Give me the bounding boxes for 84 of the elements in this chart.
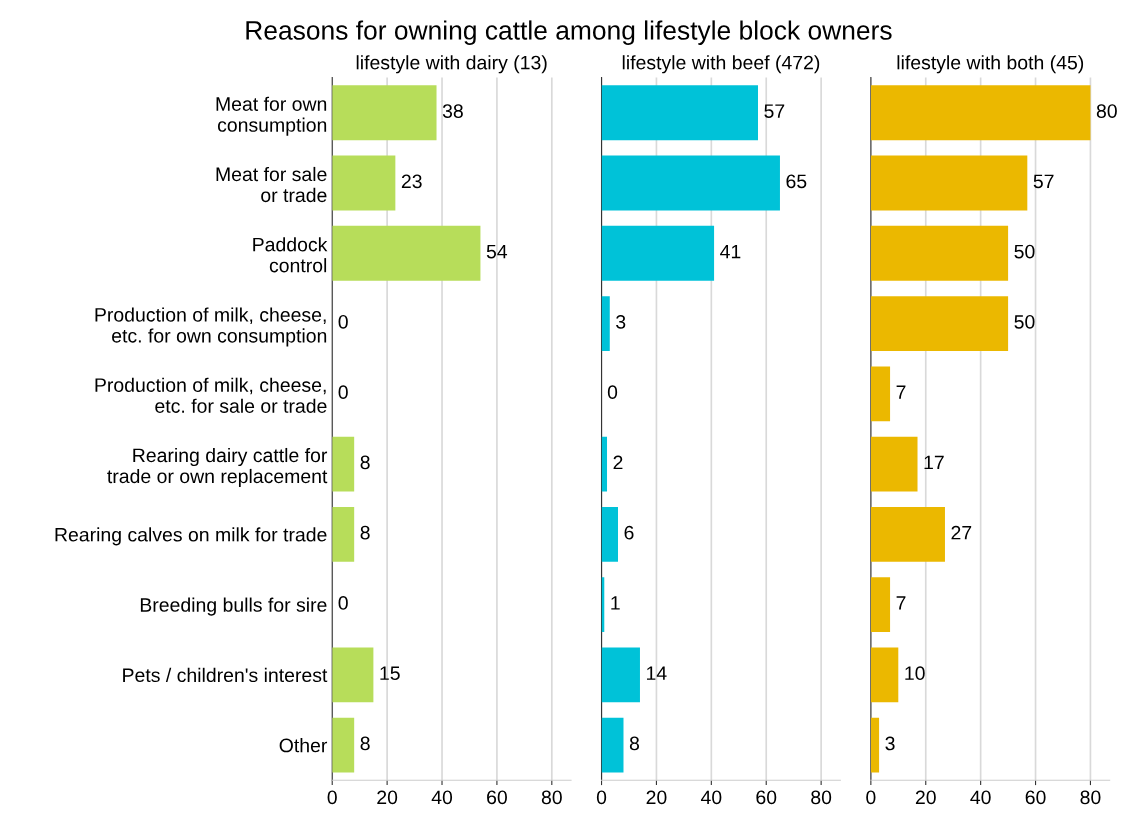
y-tick-label: Rearing dairy cattle for trade or own replacement [107,447,328,488]
data-label: 65 [786,174,807,189]
data-label: 41 [720,244,741,259]
bar [332,717,355,773]
bar [601,225,715,281]
data-label: 50 [1014,314,1035,329]
bar [332,85,437,141]
y-tick-label: Breeding bulls for sire [140,597,327,616]
data-label: 23 [401,174,422,189]
data-label: 8 [360,525,370,540]
y-tick-label: Production of milk, cheese, etc. for sale or trade [95,377,327,413]
x-tick-label: 80 [541,790,562,805]
bar [601,506,619,562]
x-tick-label: 40 [970,790,991,805]
data-label: 0 [607,385,618,400]
bar [601,436,608,492]
data-label: 8 [629,736,640,751]
bar [870,296,1009,351]
text: Reasons for owning cattle among lifestyle block owners [246,20,892,45]
data-label: 3 [616,314,626,329]
y-tick-label: Pets / children's interest [123,667,328,683]
chart-title: lifestyle with dairy (13) [356,55,547,74]
data-label: 38 [442,104,463,118]
x-tick-label: 60 [756,790,777,805]
x-tick-label: 20 [377,790,398,805]
x-tick-label: 40 [700,790,722,805]
data-label: 7 [896,385,906,399]
data-label: 80 [1096,104,1117,118]
data-label: 7 [896,596,906,610]
bar [601,717,624,773]
data-label: 0 [338,385,348,400]
bar [870,647,899,703]
y-tick-label: Production of milk, cheese, etc. for own consumption [95,307,327,347]
bar [332,647,374,703]
data-label: 8 [360,736,370,751]
bar [870,155,1028,211]
data-label: 8 [360,455,370,470]
chart-title: lifestyle with beef (472) [622,55,820,74]
data-label: 3 [885,736,895,751]
data-label: 0 [338,314,348,329]
data-label: 10 [905,666,925,681]
data-label: 2 [613,455,623,470]
x-tick-label: 0 [866,790,876,805]
bar [601,155,780,211]
x-tick-label: 40 [431,790,453,805]
data-label: 50 [1014,244,1035,259]
data-label: 54 [486,244,508,259]
bar [870,577,891,632]
data-label: 0 [338,596,348,610]
x-tick-label: 60 [1025,790,1046,805]
data-label: 14 [647,666,667,680]
y-tick-label: Meat for sale or trade [216,166,327,203]
x-tick-label: 20 [915,790,936,805]
data-label: 27 [951,525,972,540]
data-label: 15 [380,666,400,681]
data-label: 57 [764,104,785,118]
x-tick-label: 20 [646,790,667,805]
y-tick-label: Paddock control [253,237,328,273]
bar [601,647,640,703]
bar [332,506,355,562]
x-tick-label: 0 [596,790,607,805]
y-tick-label: Meat for own consumption [216,96,327,136]
data-label: 1 [611,596,620,610]
x-tick-label: 80 [1080,790,1101,805]
x-tick-label: 0 [327,790,337,805]
bar [601,296,610,351]
bar [870,366,891,422]
y-tick-label: Rearing calves on milk for trade [55,527,327,546]
bar [870,225,1009,281]
chart-title: lifestyle with both (45) [897,55,1084,74]
x-tick-label: 60 [487,790,507,805]
bar [870,436,918,492]
data-label: 17 [924,455,944,470]
data-label: 57 [1033,174,1054,189]
bar [870,85,1091,141]
bar [332,155,396,211]
x-tick-label: 80 [811,790,832,805]
bar [601,85,758,141]
bar [332,436,355,492]
bar [870,506,945,562]
bar [870,717,880,773]
data-label: 6 [624,525,634,540]
bar [332,225,481,281]
y-tick-label: Other [279,738,328,753]
